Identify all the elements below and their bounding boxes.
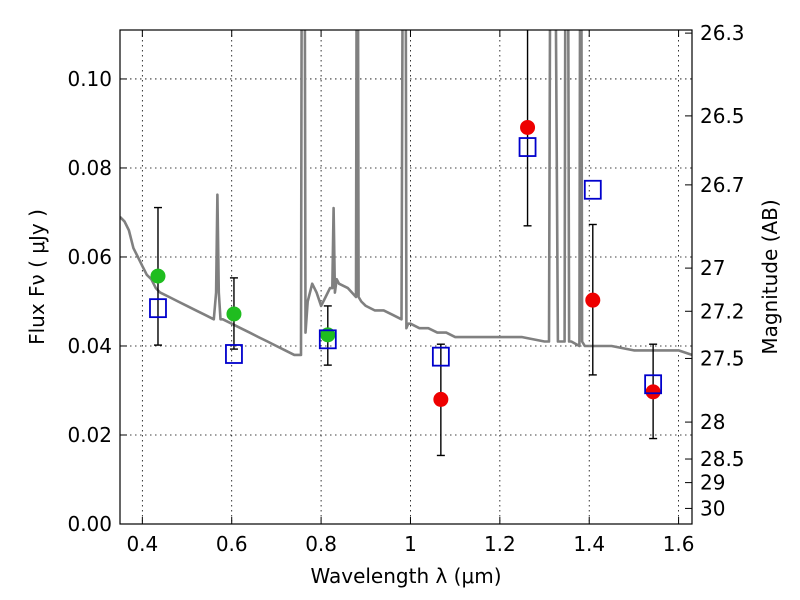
model-square-point — [431, 346, 450, 367]
x-tick-label: 1.2 — [484, 532, 516, 556]
sed-model-line — [120, 30, 692, 357]
y-tick-label: 0.10 — [67, 67, 112, 91]
plot-frame — [119, 29, 693, 525]
y-tick-label: 0.04 — [67, 334, 112, 358]
model-square-point — [644, 374, 663, 395]
optical-data-point — [150, 268, 166, 284]
y2-axis-title: Magnitude (AB) — [758, 199, 782, 354]
nir-data-point — [585, 292, 601, 308]
y2-tick-label: 30 — [700, 496, 725, 520]
x-tick-label: 1.4 — [573, 532, 605, 556]
model-square-point — [318, 329, 337, 350]
model-square-point — [149, 298, 167, 319]
x-tick-label: 1.6 — [663, 532, 695, 556]
y-tick-label: 0.08 — [67, 156, 112, 180]
y2-tick-label: 29 — [700, 471, 725, 495]
nir-data-point — [645, 384, 661, 400]
y2-tick-label: 26.5 — [700, 104, 745, 128]
model-square-point — [225, 344, 243, 364]
x-tick-label: 0.8 — [305, 532, 337, 556]
y2-tick-label: 28.5 — [700, 447, 745, 471]
model-square-point — [583, 179, 602, 200]
y2-tick-label: 27.2 — [700, 299, 745, 323]
y-tick-label: 0.02 — [67, 423, 112, 447]
x-tick-label: 1 — [404, 532, 417, 556]
y2-tick-label: 26.3 — [700, 21, 745, 45]
data-layer — [120, 30, 692, 457]
y-tick-label: 0.06 — [67, 245, 112, 269]
x-tick-label: 0.6 — [216, 532, 248, 556]
ticks: 0.4 0.6 0.8 1 1.2 1.4 1.6 0.00 0.02 0.04 0.06 0.08 0… — [67, 21, 744, 556]
y2-tick-label: 27 — [700, 256, 725, 280]
y-tick-label: 0.00 — [67, 512, 112, 536]
y-axis-title: Flux Fν ( μJy ) — [25, 209, 49, 345]
y2-tick-label: 27.5 — [700, 346, 745, 370]
y2-tick-label: 28 — [700, 410, 725, 434]
optical-data-point — [226, 306, 242, 322]
nir-data-point — [433, 391, 449, 407]
x-axis-title: Wavelength λ (μm) — [310, 564, 501, 588]
nir-data-point — [520, 119, 536, 135]
x-tick-label: 0.4 — [126, 532, 158, 556]
model-square-point — [518, 137, 537, 157]
y2-tick-label: 26.7 — [700, 173, 745, 197]
